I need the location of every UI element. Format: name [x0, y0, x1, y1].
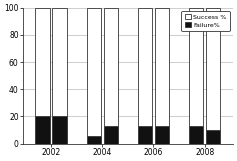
Bar [189, 126, 203, 144]
Bar [138, 126, 152, 144]
Bar [138, 8, 152, 126]
Bar [104, 126, 118, 144]
Bar [52, 8, 67, 116]
Bar [155, 8, 169, 126]
Bar [87, 136, 101, 144]
Bar [206, 130, 220, 144]
Bar [52, 116, 67, 144]
Bar [87, 8, 101, 136]
Bar [206, 8, 220, 130]
Bar [104, 8, 118, 126]
Bar [35, 116, 50, 144]
Bar [155, 126, 169, 144]
Legend: Success %, Failure%: Success %, Failure% [182, 11, 230, 31]
Bar [35, 8, 50, 116]
Bar [189, 8, 203, 126]
